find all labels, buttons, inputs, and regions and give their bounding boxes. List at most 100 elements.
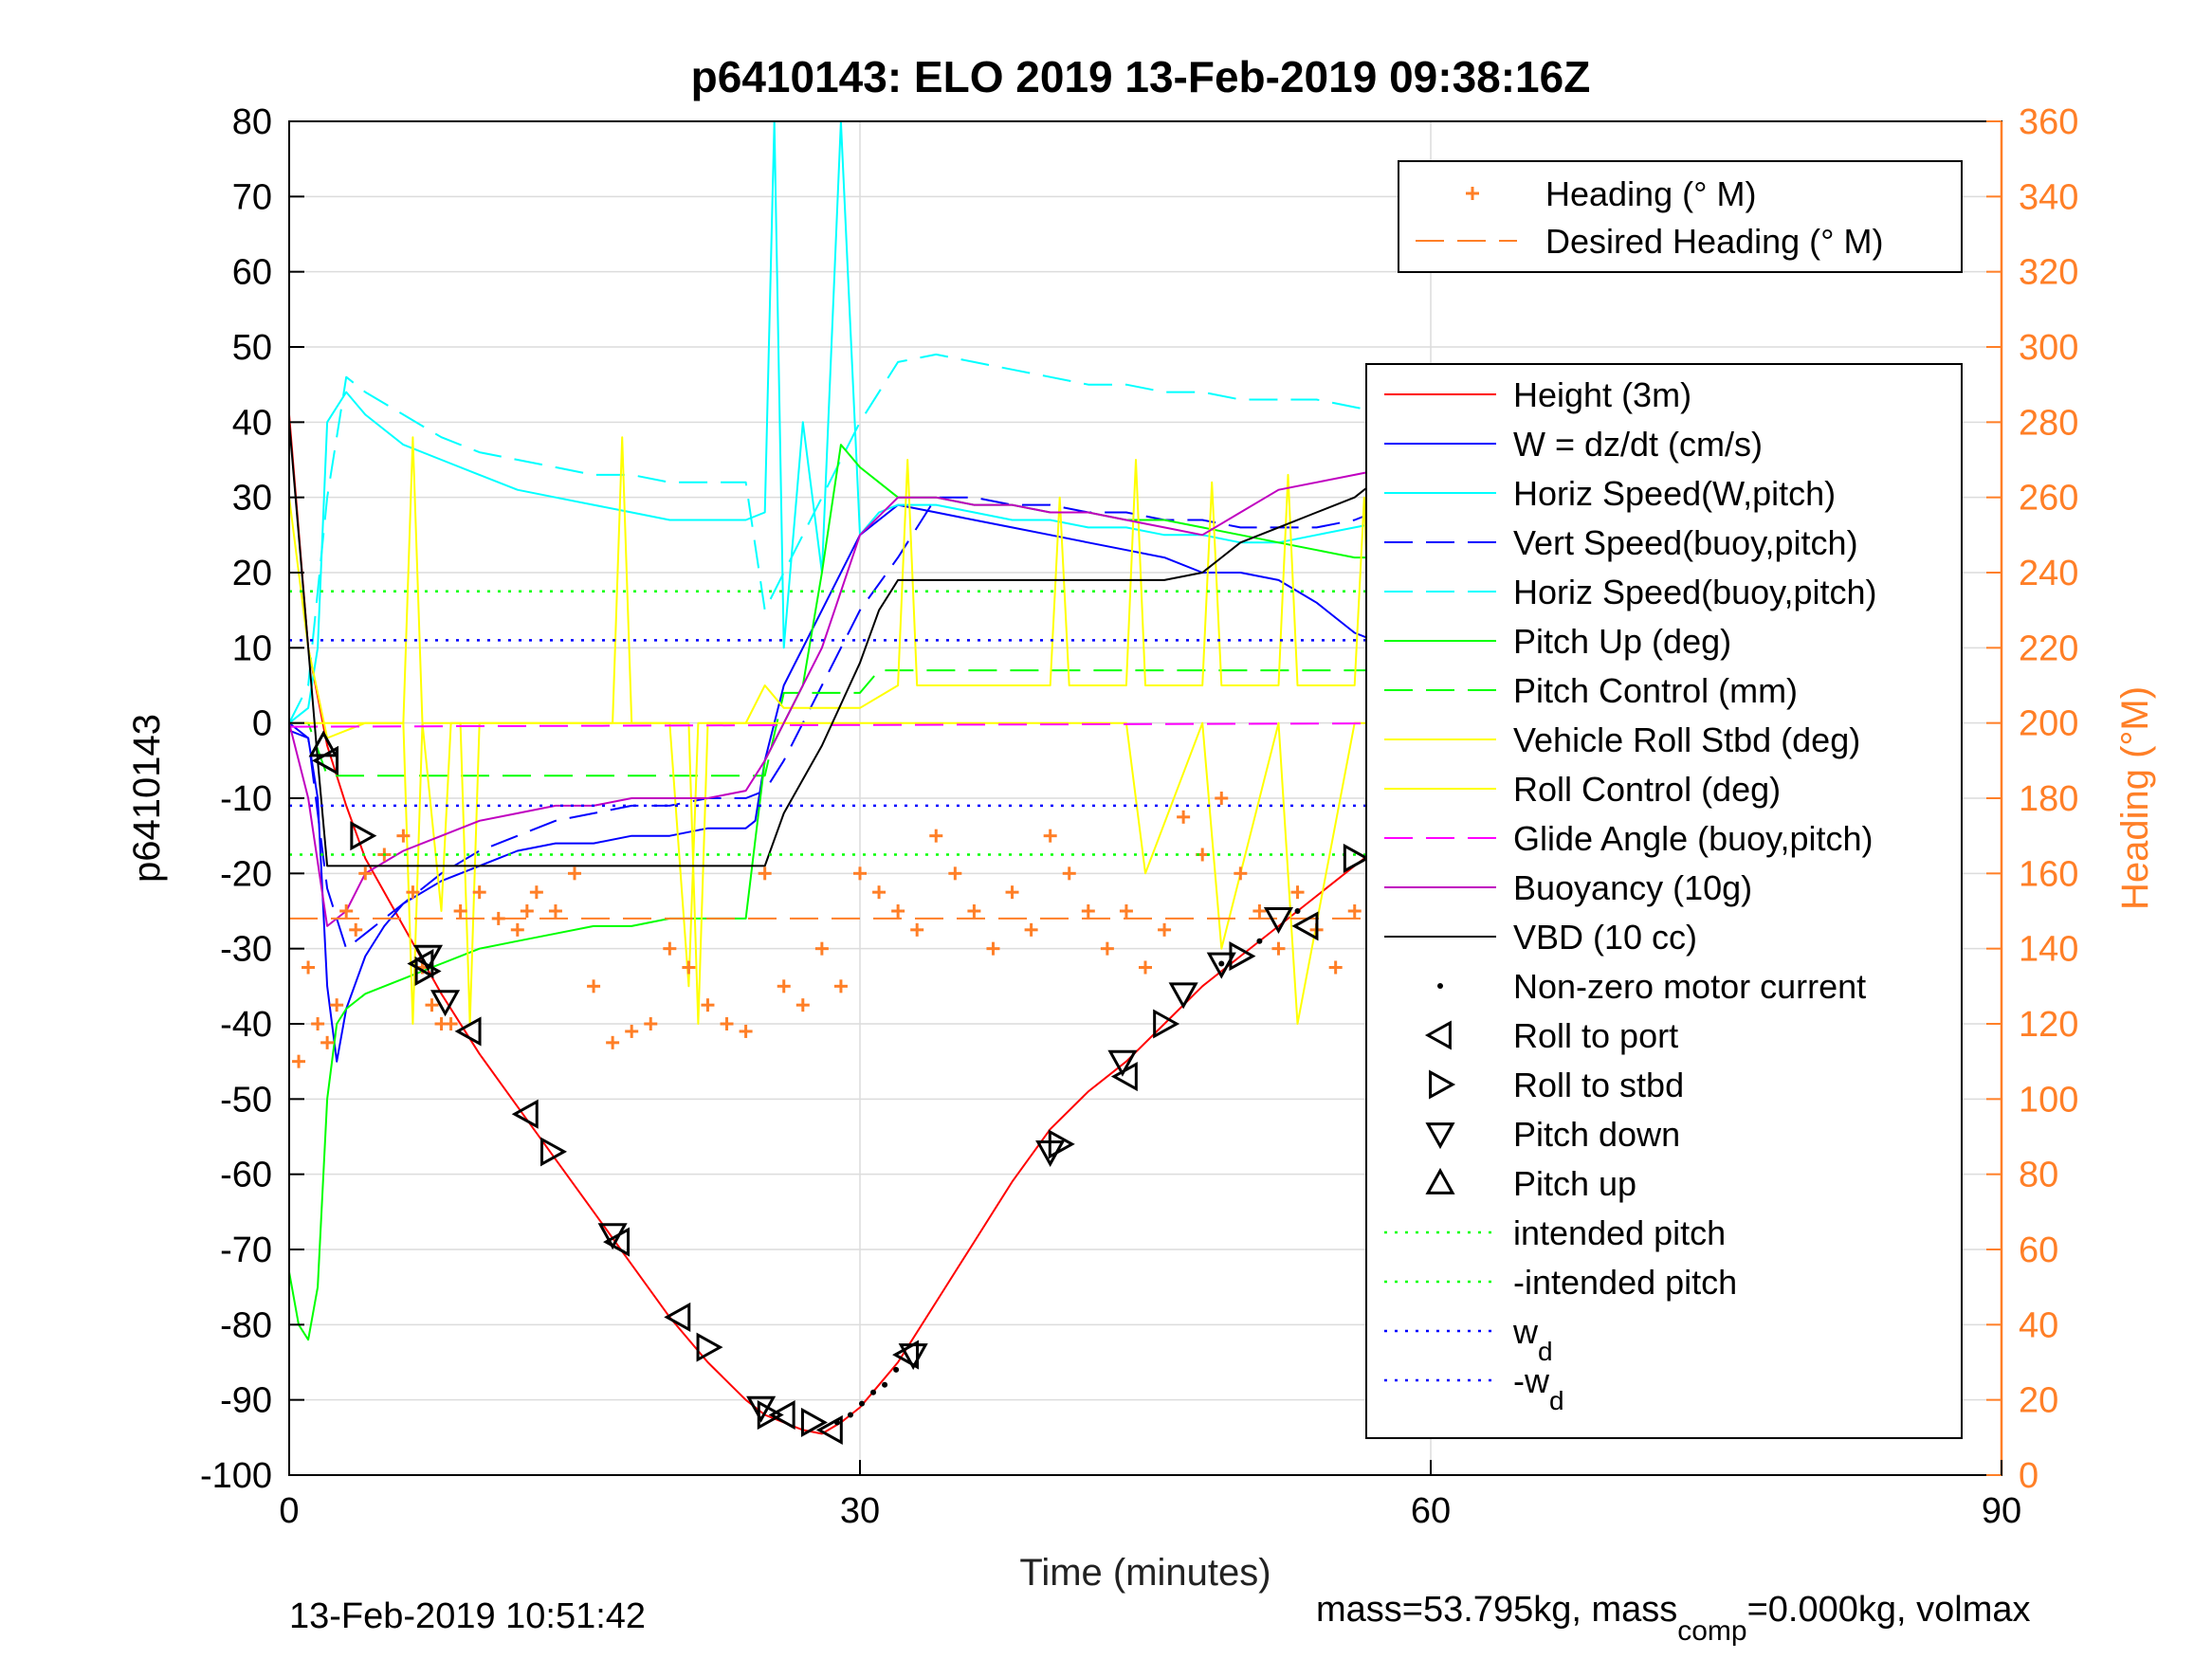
legend-label-pitchdown: Pitch down xyxy=(1513,1115,1680,1154)
heading-point xyxy=(339,904,354,918)
y-tick-label: -90 xyxy=(220,1381,272,1421)
y2-tick-label: 20 xyxy=(2019,1381,2058,1421)
heading-point xyxy=(396,829,411,843)
legend-label-pitch_up: Pitch Up (deg) xyxy=(1513,622,1731,661)
y-tick-label: -20 xyxy=(220,854,272,894)
heading-point xyxy=(853,866,867,881)
legend-item-nwd: -wd xyxy=(1384,1361,1564,1415)
y2-tick-label: 260 xyxy=(2019,479,2078,519)
y-tick-label: 10 xyxy=(232,629,272,668)
legend-label-main: Roll Control (deg) xyxy=(1513,770,1781,809)
pitch-down-marker xyxy=(1168,982,1198,1010)
y2-tick-label: 200 xyxy=(2019,704,2078,744)
heading-point xyxy=(1100,941,1114,956)
motor-current-marker xyxy=(833,1419,840,1426)
heading-point xyxy=(891,904,905,918)
heading-point xyxy=(520,904,534,918)
heading-point xyxy=(320,1035,335,1049)
legend-item-pitchdown: Pitch down xyxy=(1425,1115,1680,1154)
heading-point xyxy=(472,885,486,900)
legend-label-motor: Non-zero motor current xyxy=(1513,967,1866,1006)
main-legend: Height (3m) W = dz/dt (cm/s) Horiz Speed(W… xyxy=(1365,363,1963,1439)
x-tick-label: 60 xyxy=(1411,1491,1451,1531)
footer-timestamp: 13-Feb-2019 10:51:42 xyxy=(289,1596,646,1636)
legend-label-nip: -intended pitch xyxy=(1513,1263,1737,1302)
legend-label-rollport: Roll to port xyxy=(1513,1016,1678,1055)
pitch-down-marker xyxy=(597,1223,628,1250)
y-tick-label: 80 xyxy=(232,102,272,142)
footer-mass-sub: comp xyxy=(1677,1615,1746,1647)
legend-label-main: Pitch Up (deg) xyxy=(1513,622,1731,661)
pitch-down-marker xyxy=(430,990,461,1017)
legend-item-vbd: VBD (10 cc) xyxy=(1384,918,1697,957)
roll-stbd-marker xyxy=(800,1407,828,1438)
heading-point xyxy=(910,922,924,937)
legend-label-main: W = dz/dt (cm/s) xyxy=(1513,425,1763,464)
heading-point xyxy=(663,941,677,956)
legend-label-nwd: -wd xyxy=(1513,1361,1564,1415)
y2-tick-label: 40 xyxy=(2019,1305,2058,1345)
heading-point xyxy=(777,979,791,994)
legend-label-vbd: VBD (10 cc) xyxy=(1513,918,1697,957)
motor-current-marker xyxy=(1294,908,1301,914)
pitch-down-marker xyxy=(1107,1049,1138,1077)
legend-label-main: Horiz Speed(buoy,pitch) xyxy=(1513,573,1877,611)
heading-point xyxy=(358,866,373,881)
legend-item-horiz_w: Horiz Speed(W,pitch) xyxy=(1384,474,1836,513)
footer-mass-pre: mass=53.795kg, mass xyxy=(1316,1590,1677,1630)
legend-item-vert_buoy: Vert Speed(buoy,pitch) xyxy=(1384,523,1858,562)
x-axis-label: Time (minutes) xyxy=(1019,1552,1271,1594)
heading-point xyxy=(406,885,420,900)
legend-label-w: W = dz/dt (cm/s) xyxy=(1513,425,1763,464)
heading-point xyxy=(1215,792,1229,805)
y-tick-label: -30 xyxy=(220,930,272,970)
heading-point xyxy=(330,998,344,1012)
y2-tick-label: 0 xyxy=(2019,1456,2038,1496)
legend-label-main: Height (3m) xyxy=(1513,375,1691,414)
y2-tick-label: 120 xyxy=(2019,1005,2078,1045)
y-tick-label: -70 xyxy=(220,1231,272,1270)
series-line-w xyxy=(288,503,1489,1063)
legend-label-main: VBD (10 cc) xyxy=(1513,918,1697,957)
heading-point xyxy=(833,979,848,994)
footer-mass-post: =0.000kg, volmax xyxy=(1747,1590,2031,1630)
legend-label-main: Vehicle Roll Stbd (deg) xyxy=(1513,720,1860,759)
heading-legend: Heading (° M) Desired Heading (° M) xyxy=(1398,160,1963,273)
legend-item-buoyancy: Buoyancy (10g) xyxy=(1384,868,1752,907)
series-line-pitch_control xyxy=(289,647,1489,777)
heading-point xyxy=(814,941,829,956)
legend-label-main: Pitch Control (mm) xyxy=(1513,671,1798,710)
legend-label-main: Pitch down xyxy=(1513,1115,1680,1154)
legend-item-wd: wd xyxy=(1384,1312,1553,1366)
legend-label-rollstbd: Roll to stbd xyxy=(1513,1066,1684,1104)
legend-label-main: Non-zero motor current xyxy=(1513,967,1866,1006)
legend-symbol-rollstbd xyxy=(1429,1069,1456,1100)
legend-label-main: Pitch up xyxy=(1513,1164,1636,1203)
y2-tick-label: 220 xyxy=(2019,629,2078,668)
motor-current-marker xyxy=(859,1400,866,1407)
legend-item-pitchupm: Pitch up xyxy=(1425,1164,1636,1203)
series-line-horiz_buoy xyxy=(288,353,1489,724)
pitch-down-marker xyxy=(412,944,444,972)
heading-point xyxy=(1024,922,1038,937)
heading-point xyxy=(568,866,581,881)
roll-stbd-marker xyxy=(540,1137,568,1167)
heading-point xyxy=(587,979,601,994)
y-tick-label: 40 xyxy=(232,403,272,443)
motor-current-marker xyxy=(870,1389,877,1395)
y2-tick-label: 180 xyxy=(2019,779,2078,819)
legend-label-main: Roll to stbd xyxy=(1513,1066,1684,1104)
roll-stbd-marker xyxy=(696,1332,723,1362)
pitch-down-marker xyxy=(898,1343,928,1371)
legend-item-pitch_control: Pitch Control (mm) xyxy=(1384,671,1798,710)
y-tick-label: -10 xyxy=(220,779,272,819)
heading-point xyxy=(967,904,981,918)
heading-point xyxy=(701,998,715,1012)
legend-symbol-rollport xyxy=(1424,1020,1452,1050)
footer-mass: mass=53.795kg, masscomp=0.000kg, volmax xyxy=(1316,1590,2031,1647)
motor-current-marker xyxy=(1256,938,1263,944)
roll-stbd-marker xyxy=(350,821,377,851)
legend-item-roll_control: Roll Control (deg) xyxy=(1384,770,1781,809)
y2-axis-label: Heading (°M) xyxy=(2114,686,2156,910)
